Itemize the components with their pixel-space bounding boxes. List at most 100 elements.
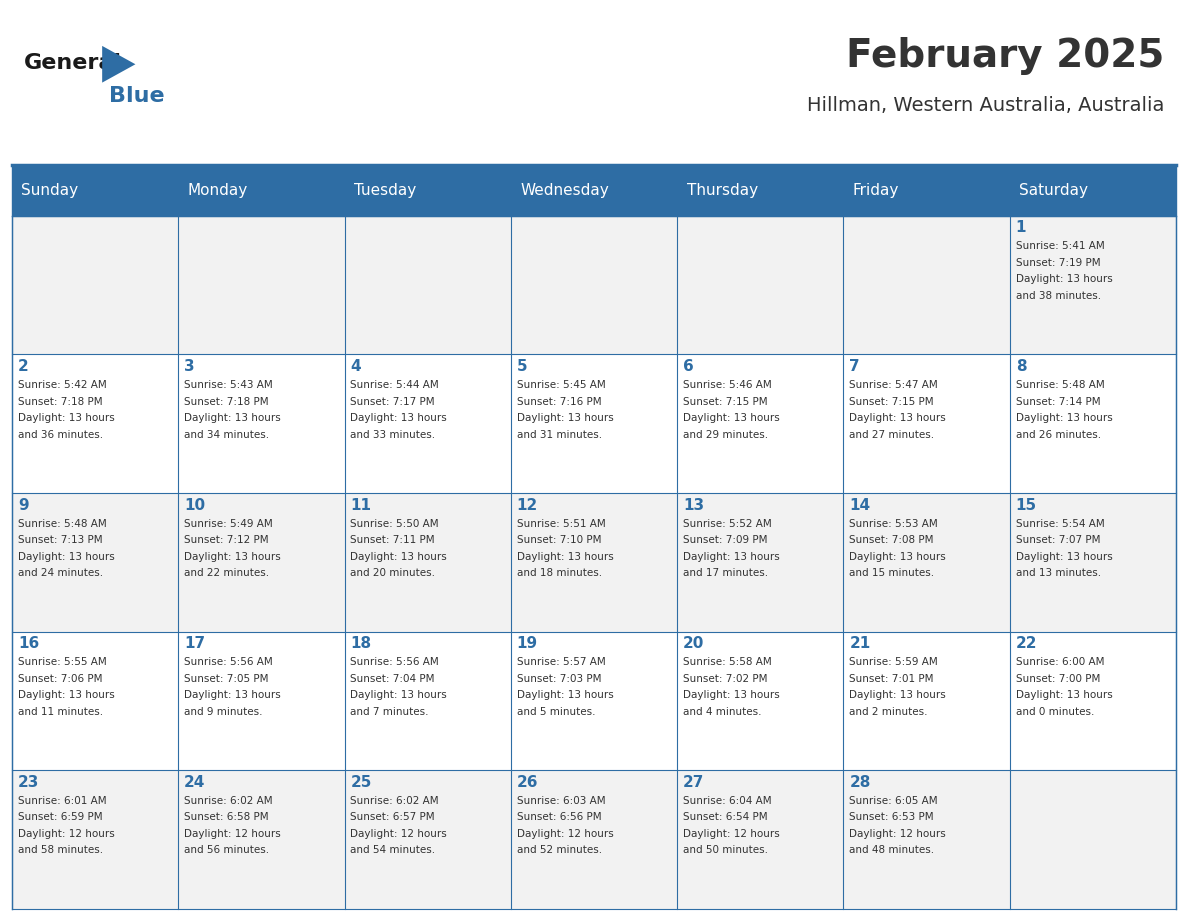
Text: 7: 7 <box>849 359 860 374</box>
Text: Sunset: 7:18 PM: Sunset: 7:18 PM <box>18 397 102 407</box>
Bar <box>677 354 843 493</box>
Text: Sunrise: 5:51 AM: Sunrise: 5:51 AM <box>517 519 606 529</box>
Bar <box>843 493 1010 632</box>
Text: Sunrise: 6:00 AM: Sunrise: 6:00 AM <box>1016 657 1104 667</box>
Bar <box>843 770 1010 909</box>
Text: 15: 15 <box>1016 498 1037 512</box>
Text: Sunset: 6:59 PM: Sunset: 6:59 PM <box>18 812 102 823</box>
Bar <box>345 632 511 770</box>
Text: Sunrise: 6:02 AM: Sunrise: 6:02 AM <box>350 796 440 806</box>
Text: 2: 2 <box>18 359 29 374</box>
Text: and 7 minutes.: and 7 minutes. <box>350 707 429 717</box>
Text: Sunrise: 5:56 AM: Sunrise: 5:56 AM <box>350 657 440 667</box>
Text: Sunrise: 5:41 AM: Sunrise: 5:41 AM <box>1016 241 1105 252</box>
Text: and 58 minutes.: and 58 minutes. <box>18 845 103 856</box>
Bar <box>511 354 677 493</box>
Text: and 18 minutes.: and 18 minutes. <box>517 568 602 578</box>
Text: Sunset: 7:19 PM: Sunset: 7:19 PM <box>1016 258 1100 268</box>
Text: and 24 minutes.: and 24 minutes. <box>18 568 103 578</box>
Text: Sunrise: 5:50 AM: Sunrise: 5:50 AM <box>350 519 440 529</box>
Text: Daylight: 13 hours: Daylight: 13 hours <box>18 552 114 562</box>
Text: Sunset: 7:08 PM: Sunset: 7:08 PM <box>849 535 934 545</box>
Bar <box>345 216 511 354</box>
Text: and 31 minutes.: and 31 minutes. <box>517 430 602 440</box>
Text: Sunset: 6:54 PM: Sunset: 6:54 PM <box>683 812 767 823</box>
Text: Daylight: 13 hours: Daylight: 13 hours <box>517 690 613 700</box>
Text: 14: 14 <box>849 498 871 512</box>
Text: and 26 minutes.: and 26 minutes. <box>1016 430 1101 440</box>
Text: and 48 minutes.: and 48 minutes. <box>849 845 935 856</box>
Text: 8: 8 <box>1016 359 1026 374</box>
Text: and 22 minutes.: and 22 minutes. <box>184 568 270 578</box>
Text: Saturday: Saturday <box>1019 183 1088 198</box>
Text: Daylight: 13 hours: Daylight: 13 hours <box>184 690 280 700</box>
Polygon shape <box>102 46 135 83</box>
Text: and 56 minutes.: and 56 minutes. <box>184 845 270 856</box>
Text: and 34 minutes.: and 34 minutes. <box>184 430 270 440</box>
Text: 4: 4 <box>350 359 361 374</box>
Text: and 29 minutes.: and 29 minutes. <box>683 430 769 440</box>
Text: General: General <box>24 53 121 73</box>
Text: Sunrise: 5:49 AM: Sunrise: 5:49 AM <box>184 519 273 529</box>
Text: and 13 minutes.: and 13 minutes. <box>1016 568 1101 578</box>
Text: Sunset: 7:00 PM: Sunset: 7:00 PM <box>1016 674 1100 684</box>
Text: Daylight: 12 hours: Daylight: 12 hours <box>18 829 114 839</box>
Bar <box>178 493 345 632</box>
Text: Sunday: Sunday <box>21 183 78 198</box>
Text: and 50 minutes.: and 50 minutes. <box>683 845 769 856</box>
Text: Sunset: 7:06 PM: Sunset: 7:06 PM <box>18 674 102 684</box>
Text: and 36 minutes.: and 36 minutes. <box>18 430 103 440</box>
Bar <box>345 770 511 909</box>
Bar <box>12 770 178 909</box>
Bar <box>1010 493 1176 632</box>
Text: Sunrise: 5:53 AM: Sunrise: 5:53 AM <box>849 519 939 529</box>
Text: 21: 21 <box>849 636 871 651</box>
Text: Wednesday: Wednesday <box>520 183 609 198</box>
Text: 16: 16 <box>18 636 39 651</box>
Text: Sunrise: 5:48 AM: Sunrise: 5:48 AM <box>1016 380 1105 390</box>
Text: Daylight: 13 hours: Daylight: 13 hours <box>683 552 779 562</box>
Bar <box>345 354 511 493</box>
Text: and 54 minutes.: and 54 minutes. <box>350 845 436 856</box>
Bar <box>178 632 345 770</box>
Text: Monday: Monday <box>188 183 248 198</box>
Bar <box>677 493 843 632</box>
Text: Sunset: 7:12 PM: Sunset: 7:12 PM <box>184 535 268 545</box>
Text: Daylight: 13 hours: Daylight: 13 hours <box>18 413 114 423</box>
Text: Daylight: 13 hours: Daylight: 13 hours <box>849 690 946 700</box>
Text: and 38 minutes.: and 38 minutes. <box>1016 291 1101 301</box>
Text: Sunrise: 5:56 AM: Sunrise: 5:56 AM <box>184 657 273 667</box>
Bar <box>178 216 345 354</box>
Text: and 5 minutes.: and 5 minutes. <box>517 707 595 717</box>
Text: Sunrise: 6:02 AM: Sunrise: 6:02 AM <box>184 796 273 806</box>
Text: Daylight: 13 hours: Daylight: 13 hours <box>517 413 613 423</box>
Text: 13: 13 <box>683 498 704 512</box>
Text: 17: 17 <box>184 636 206 651</box>
Text: 6: 6 <box>683 359 694 374</box>
Text: and 4 minutes.: and 4 minutes. <box>683 707 762 717</box>
Text: Daylight: 13 hours: Daylight: 13 hours <box>350 690 447 700</box>
Bar <box>12 493 178 632</box>
Text: Sunrise: 6:05 AM: Sunrise: 6:05 AM <box>849 796 939 806</box>
Bar <box>1010 216 1176 354</box>
Text: and 11 minutes.: and 11 minutes. <box>18 707 103 717</box>
Text: Sunrise: 5:57 AM: Sunrise: 5:57 AM <box>517 657 606 667</box>
Text: Sunrise: 5:55 AM: Sunrise: 5:55 AM <box>18 657 107 667</box>
Text: Daylight: 12 hours: Daylight: 12 hours <box>184 829 280 839</box>
Bar <box>12 354 178 493</box>
Text: Daylight: 13 hours: Daylight: 13 hours <box>683 690 779 700</box>
Text: Sunrise: 5:47 AM: Sunrise: 5:47 AM <box>849 380 939 390</box>
Text: Sunrise: 5:43 AM: Sunrise: 5:43 AM <box>184 380 273 390</box>
Bar <box>677 216 843 354</box>
Text: Sunset: 7:03 PM: Sunset: 7:03 PM <box>517 674 601 684</box>
Text: Sunrise: 5:48 AM: Sunrise: 5:48 AM <box>18 519 107 529</box>
Text: Sunrise: 6:01 AM: Sunrise: 6:01 AM <box>18 796 107 806</box>
Text: Daylight: 13 hours: Daylight: 13 hours <box>18 690 114 700</box>
Bar <box>843 216 1010 354</box>
Text: 3: 3 <box>184 359 195 374</box>
Text: Sunrise: 5:52 AM: Sunrise: 5:52 AM <box>683 519 772 529</box>
Text: Daylight: 12 hours: Daylight: 12 hours <box>683 829 779 839</box>
Text: and 33 minutes.: and 33 minutes. <box>350 430 436 440</box>
Bar <box>843 632 1010 770</box>
Text: Sunset: 7:15 PM: Sunset: 7:15 PM <box>683 397 767 407</box>
